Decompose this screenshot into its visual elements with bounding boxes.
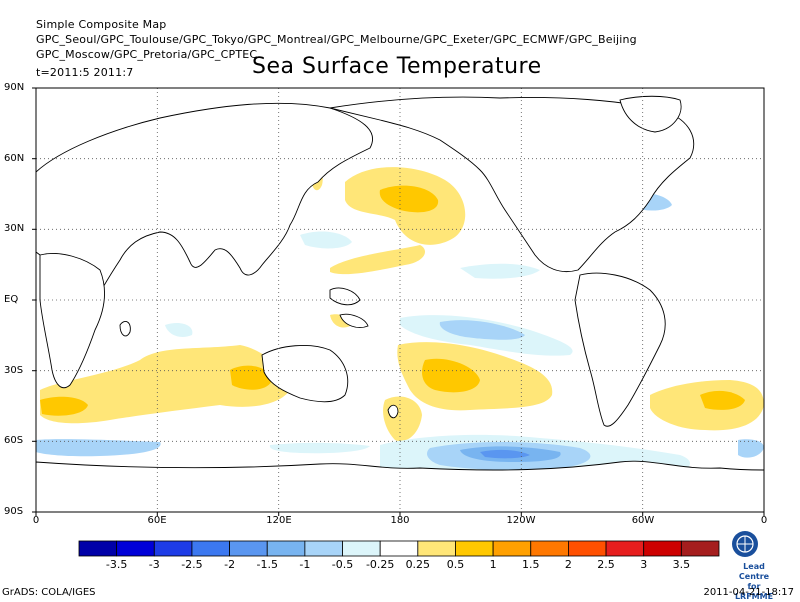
colorbar-tick-label: 1.5 (522, 558, 540, 571)
coastlines (36, 95, 764, 512)
greenland-coastline (619, 95, 682, 133)
cool-anomaly-southeast (738, 439, 764, 458)
cool-anomaly-indian-ocean (165, 323, 193, 337)
colorbar-tick-label: -2.5 (181, 558, 203, 571)
wmo-logo-icon (732, 531, 758, 557)
colorbar-swatch (568, 540, 607, 557)
colorbar-tick-label: 0.25 (405, 558, 431, 571)
lon-label-60e: 60E (147, 515, 167, 526)
lon-label-60w: 60W (631, 515, 655, 526)
cool-anomaly-south-atlantic-west (36, 439, 161, 457)
lat-label-30s: 30S (4, 365, 24, 376)
lat-label-eq: EQ (4, 294, 19, 305)
centres-line-1: GPC_Seoul/GPC_Toulouse/GPC_Tokyo/GPC_Mon… (36, 33, 637, 46)
south-america-coastline (574, 272, 666, 427)
madagascar-coastline (119, 321, 131, 337)
colorbar-swatch (191, 540, 230, 557)
lon-label-0-left: 0 (32, 515, 40, 526)
colorbar-swatch (153, 540, 193, 557)
colorbar-tick-label: -1 (299, 558, 311, 571)
colorbar-tick-label: -3 (148, 558, 160, 571)
lon-label-0-right: 0 (760, 515, 768, 526)
logo-caption: Lead Centre for LRFMME (730, 562, 778, 602)
warm-anomaly-south-indian (40, 345, 290, 424)
strong-warm-anomaly-south-indian (230, 365, 272, 390)
colorbar-swatch (116, 540, 155, 557)
colorbar-swatch (78, 540, 118, 557)
colorbar-tick-label: -0.25 (365, 558, 395, 571)
colorbar-swatch (417, 540, 456, 557)
strong-warm-anomaly-south-atlantic (700, 390, 745, 410)
colorbar-tick-label: -1.5 (256, 558, 278, 571)
north-america-coastline (329, 96, 695, 273)
time-range-label: t=2011:5 2011:7 (36, 66, 134, 79)
map-title: Sea Surface Temperature (252, 54, 542, 79)
colorbar-swatch (455, 540, 494, 557)
colorbar-swatch (643, 540, 682, 557)
cool-anomaly-northeast-pacific (460, 263, 540, 279)
colorbar-tick-label: 3 (640, 558, 648, 571)
strong-warm-anomaly-north-pacific (379, 185, 439, 213)
moderate-cool-anomaly-equatorial-pacific (439, 320, 525, 340)
colorbar-swatch (304, 540, 343, 557)
lat-label-60s: 60S (4, 435, 24, 446)
colorbar-tick-label: 2.5 (597, 558, 615, 571)
strong-warm-anomaly-southwest (40, 396, 88, 416)
colorbar-swatch (530, 540, 569, 557)
colorbar-swatch (680, 540, 720, 557)
colorbar (78, 540, 720, 557)
strongest-cool-anomaly-southern-ocean (480, 449, 530, 459)
borneo-coastline (329, 287, 361, 306)
lon-label-120e: 120E (266, 515, 292, 526)
centres-line-2: GPC_Moscow/GPC_Pretoria/GPC_CPTEC (36, 48, 258, 61)
colorbar-tick-label: 0.5 (446, 558, 465, 571)
strong-warm-anomaly-south-pacific (422, 358, 480, 393)
lon-label-180: 180 (390, 515, 410, 526)
colorbar-tick-label: 1 (489, 558, 497, 571)
lat-label-60n: 60N (4, 153, 25, 164)
axis-ticks (32, 87, 765, 516)
colorbar-tick-label: 3.5 (672, 558, 691, 571)
colorbar-swatch (266, 540, 306, 557)
colorbar-swatch (379, 540, 419, 557)
lon-label-120w: 120W (506, 515, 536, 526)
colorbar-tick-label: -3.5 (105, 558, 128, 571)
colorbar-tick-label: -2 (224, 558, 236, 571)
colorbar-tick-label: 2 (564, 558, 572, 571)
new-zealand-coastline (387, 404, 399, 419)
africa-coastline (39, 253, 105, 389)
generation-timestamp: 2011-04-21-18:17 (703, 587, 794, 598)
logo-caption-line1: Lead Centre (738, 562, 770, 581)
gridlines (36, 88, 764, 512)
colorbar-swatch (229, 540, 268, 557)
colorbar-tick-label: -0.5 (331, 558, 354, 571)
logo-caption-line2: for LRFMME (734, 582, 774, 601)
cool-anomaly-northwest-pacific (300, 231, 352, 249)
warm-anomaly-pacific-band (330, 245, 425, 275)
colorbar-swatch (605, 540, 645, 557)
lat-label-90s: 90S (4, 506, 24, 517)
antarctica-coastline (36, 460, 764, 512)
lat-label-30n: 30N (4, 223, 25, 234)
new-guinea-coastline (339, 313, 369, 328)
map-type-label: Simple Composite Map (36, 18, 167, 31)
cool-anomaly-south-of-australia (269, 442, 370, 454)
colorbar-swatch (342, 540, 381, 557)
lat-label-90n: 90N (4, 82, 25, 93)
software-credit: GrADS: COLA/IGES (2, 587, 96, 598)
colorbar-swatch (492, 540, 532, 557)
australia-coastline (261, 345, 349, 403)
